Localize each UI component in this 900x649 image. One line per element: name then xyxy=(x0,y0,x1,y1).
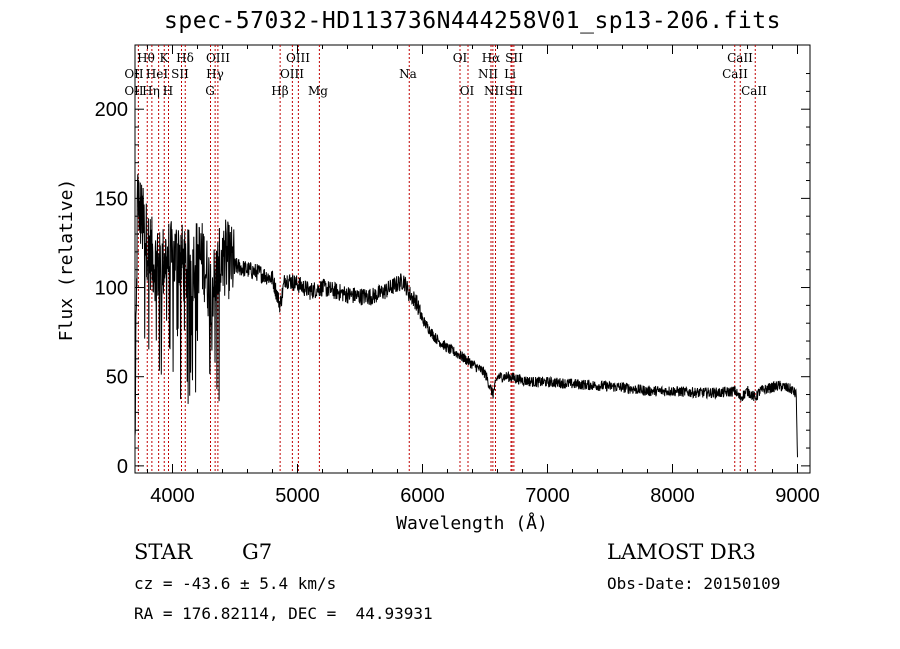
redshift-velocity: cz = -43.6 ± 5.4 km/s xyxy=(134,574,337,593)
y-tick-label: 200 xyxy=(95,99,128,121)
line-label: SII xyxy=(505,84,523,98)
line-label: OII xyxy=(124,84,144,98)
y-tick-label: 50 xyxy=(106,367,128,389)
line-label: HeI xyxy=(146,67,169,81)
line-labels: Hθ K Hδ OIII OIII OI Hα SII CaII OII HeI… xyxy=(124,51,767,98)
line-label: OIII xyxy=(206,51,230,65)
line-label: Mg xyxy=(308,84,328,98)
x-tick-label: 8000 xyxy=(650,485,695,507)
line-label: CaII xyxy=(722,67,748,81)
line-label: Na xyxy=(399,67,417,81)
x-tick-label: 6000 xyxy=(400,485,445,507)
x-tick-label: 5000 xyxy=(275,485,320,507)
x-tick-label: 7000 xyxy=(525,485,570,507)
line-label: G xyxy=(205,84,215,98)
line-label: Hγ xyxy=(206,67,224,81)
y-axis-label: Flux (relative) xyxy=(56,179,77,342)
y-tick-labels: 0 50 100 150 200 xyxy=(95,99,128,478)
axis-ticks xyxy=(135,45,810,473)
y-tick-label: 100 xyxy=(95,278,128,300)
line-label: Hδ xyxy=(176,51,194,65)
line-label: SII xyxy=(171,67,189,81)
spectrum-line xyxy=(134,174,798,458)
line-label: OIII xyxy=(280,67,304,81)
x-tick-label: 4000 xyxy=(150,485,195,507)
line-label: SII xyxy=(505,51,523,65)
line-label: OII xyxy=(124,67,144,81)
line-label: NII xyxy=(484,84,504,98)
line-label: Hη xyxy=(142,84,160,98)
line-label: NII xyxy=(478,67,498,81)
line-label: Hθ xyxy=(137,51,155,65)
line-label: H xyxy=(163,84,173,98)
chart-title: spec-57032-HD113736N444258V01_sp13-206.f… xyxy=(164,8,781,34)
object-subclass: G7 xyxy=(242,540,273,564)
line-label: CaII xyxy=(741,84,767,98)
y-tick-label: 0 xyxy=(117,456,128,478)
line-label: OI xyxy=(453,51,468,65)
line-label: Li xyxy=(504,67,516,81)
y-tick-label: 150 xyxy=(95,188,128,210)
coordinates: RA = 176.82114, DEC = 44.93931 xyxy=(134,604,433,623)
x-tick-label: 9000 xyxy=(775,485,820,507)
observation-date: Obs-Date: 20150109 xyxy=(607,574,781,593)
x-tick-labels: 4000 5000 6000 7000 8000 9000 xyxy=(150,485,820,507)
object-class: STAR xyxy=(134,540,193,564)
line-label: CaII xyxy=(727,51,753,65)
emission-line-markers xyxy=(137,45,756,473)
line-label: K xyxy=(160,51,170,65)
line-label: Hβ xyxy=(271,84,288,98)
line-label: OI xyxy=(460,84,475,98)
survey-name: LAMOST DR3 xyxy=(607,540,756,564)
x-axis-label: Wavelength (Å) xyxy=(396,512,548,534)
line-label: Hα xyxy=(482,51,501,65)
line-label: OIII xyxy=(286,51,310,65)
